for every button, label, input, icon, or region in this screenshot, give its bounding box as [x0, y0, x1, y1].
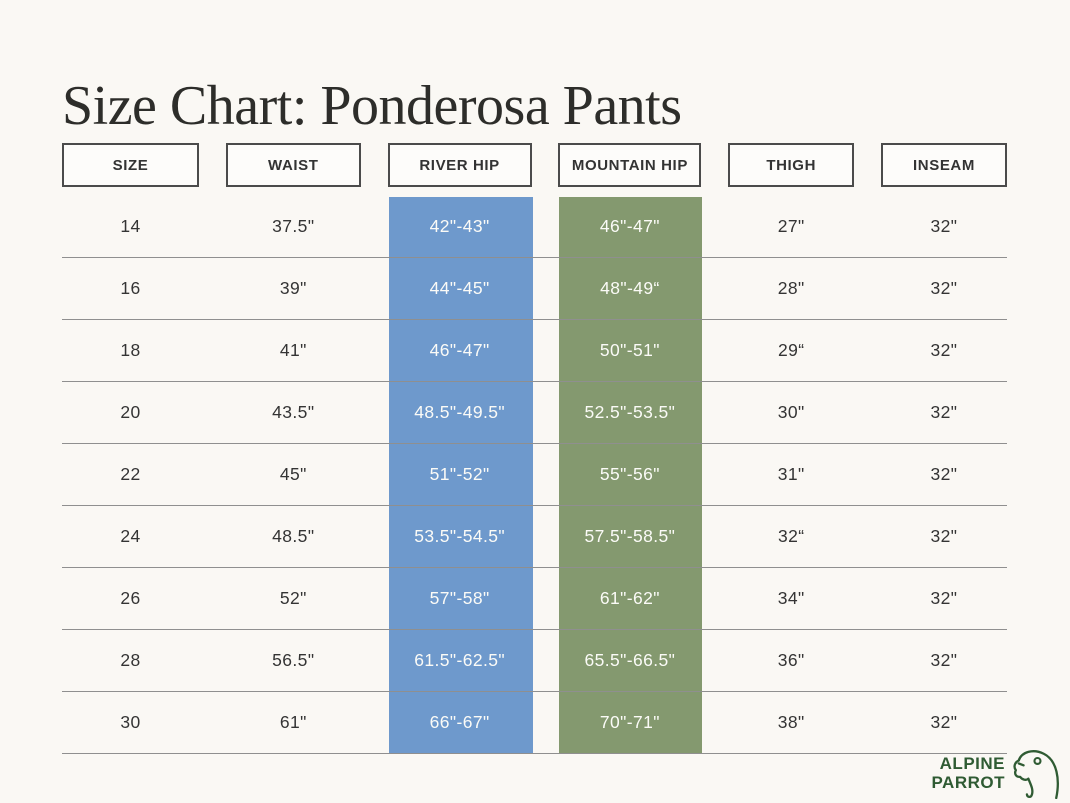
cell-size: 14	[120, 216, 141, 236]
table-row: 20 43.5" 48.5"-49.5" 52.5"-53.5" 30" 32"	[62, 382, 1007, 444]
cell-inseam: 32"	[930, 402, 958, 422]
cell-waist: 48.5"	[272, 526, 315, 546]
cell-inseam: 32"	[930, 278, 958, 298]
cell-river-hip: 46"-47"	[429, 340, 490, 360]
cell-river-hip: 51"-52"	[429, 464, 490, 484]
cell-mountain-hip: 48"-49“	[600, 278, 660, 298]
cell-size: 26	[120, 588, 141, 608]
table-row: 22 45" 51"-52" 55"-56" 31" 32"	[62, 444, 1007, 506]
cell-size: 18	[120, 340, 141, 360]
size-chart-table: SIZE WAIST RIVER HIP MOUNTAIN HIP THIGH …	[62, 143, 1007, 754]
brand-wordmark: ALPINE PARROT	[931, 754, 1005, 792]
mountain-hip-highlight-band	[559, 197, 702, 753]
column-header-waist: WAIST	[225, 143, 361, 187]
cell-thigh: 28"	[777, 278, 805, 298]
cell-mountain-hip: 70"-71"	[599, 712, 660, 732]
cell-size: 16	[120, 278, 141, 298]
column-header-thigh: THIGH	[728, 143, 855, 187]
cell-river-hip: 48.5"-49.5"	[414, 402, 505, 422]
cell-river-hip: 57"-58"	[429, 588, 490, 608]
cell-inseam: 32"	[930, 464, 958, 484]
cell-size: 30	[120, 712, 141, 732]
parrot-head-icon	[1013, 750, 1059, 799]
cell-inseam: 32"	[930, 712, 958, 732]
cell-inseam: 32"	[930, 526, 958, 546]
table-row: 14 37.5" 42"-43" 46"-47" 27" 32"	[62, 196, 1007, 258]
cell-thigh: 31"	[777, 464, 805, 484]
column-header-river-hip: RIVER HIP	[387, 143, 532, 187]
column-header-size: SIZE	[62, 143, 199, 187]
cell-mountain-hip: 57.5"-58.5"	[584, 526, 676, 546]
cell-inseam: 32"	[930, 340, 958, 360]
column-header-inseam: INSEAM	[880, 143, 1007, 187]
cell-inseam: 32"	[930, 650, 958, 670]
cell-waist: 41"	[279, 340, 307, 360]
table-row: 18 41" 46"-47" 50"-51" 29“ 32"	[62, 320, 1007, 382]
cell-waist: 37.5"	[272, 216, 315, 236]
page-title: Size Chart: Ponderosa Pants	[62, 74, 682, 137]
cell-size: 28	[120, 650, 141, 670]
cell-mountain-hip: 52.5"-53.5"	[584, 402, 676, 422]
table-row: 16 39" 44"-45" 48"-49“ 28" 32"	[62, 258, 1007, 320]
cell-mountain-hip: 61"-62"	[599, 588, 660, 608]
cell-mountain-hip: 46"-47"	[599, 216, 660, 236]
cell-river-hip: 44"-45"	[429, 278, 490, 298]
cell-mountain-hip: 50"-51"	[599, 340, 660, 360]
cell-thigh: 38"	[777, 712, 805, 732]
cell-river-hip: 66"-67"	[429, 712, 490, 732]
cell-waist: 52"	[279, 588, 307, 608]
cell-thigh: 27"	[777, 216, 805, 236]
cell-size: 22	[120, 464, 141, 484]
cell-mountain-hip: 65.5"-66.5"	[584, 650, 676, 670]
table-header-row: SIZE WAIST RIVER HIP MOUNTAIN HIP THIGH …	[62, 143, 1007, 187]
cell-thigh: 30"	[777, 402, 805, 422]
cell-thigh: 36"	[777, 650, 805, 670]
cell-size: 20	[120, 402, 141, 422]
cell-river-hip: 42"-43"	[429, 216, 490, 236]
cell-waist: 43.5"	[272, 402, 315, 422]
cell-inseam: 32"	[930, 216, 958, 236]
table-row: 24 48.5" 53.5"-54.5" 57.5"-58.5" 32“ 32"	[62, 506, 1007, 568]
river-hip-highlight-band	[389, 197, 533, 753]
brand-word-parrot: PARROT	[931, 773, 1005, 792]
cell-thigh: 29“	[777, 340, 805, 360]
table-row: 26 52" 57"-58" 61"-62" 34" 32"	[62, 568, 1007, 630]
column-header-mountain-hip: MOUNTAIN HIP	[558, 143, 702, 187]
table-row: 28 56.5" 61.5"-62.5" 65.5"-66.5" 36" 32"	[62, 630, 1007, 692]
cell-mountain-hip: 55"-56"	[599, 464, 660, 484]
brand-logo: ALPINE PARROT	[931, 747, 1062, 799]
cell-size: 24	[120, 526, 141, 546]
cell-waist: 56.5"	[272, 650, 315, 670]
brand-word-alpine: ALPINE	[939, 753, 1005, 773]
cell-thigh: 34"	[777, 588, 805, 608]
table-row: 30 61" 66"-67" 70"-71" 38" 32"	[62, 692, 1007, 754]
cell-waist: 61"	[279, 712, 307, 732]
cell-thigh: 32“	[777, 526, 805, 546]
cell-inseam: 32"	[930, 588, 958, 608]
cell-waist: 45"	[279, 464, 307, 484]
cell-river-hip: 53.5"-54.5"	[414, 526, 505, 546]
cell-waist: 39"	[279, 278, 307, 298]
cell-river-hip: 61.5"-62.5"	[414, 650, 505, 670]
table-body: 14 37.5" 42"-43" 46"-47" 27" 32" 16 39" …	[62, 196, 1007, 754]
